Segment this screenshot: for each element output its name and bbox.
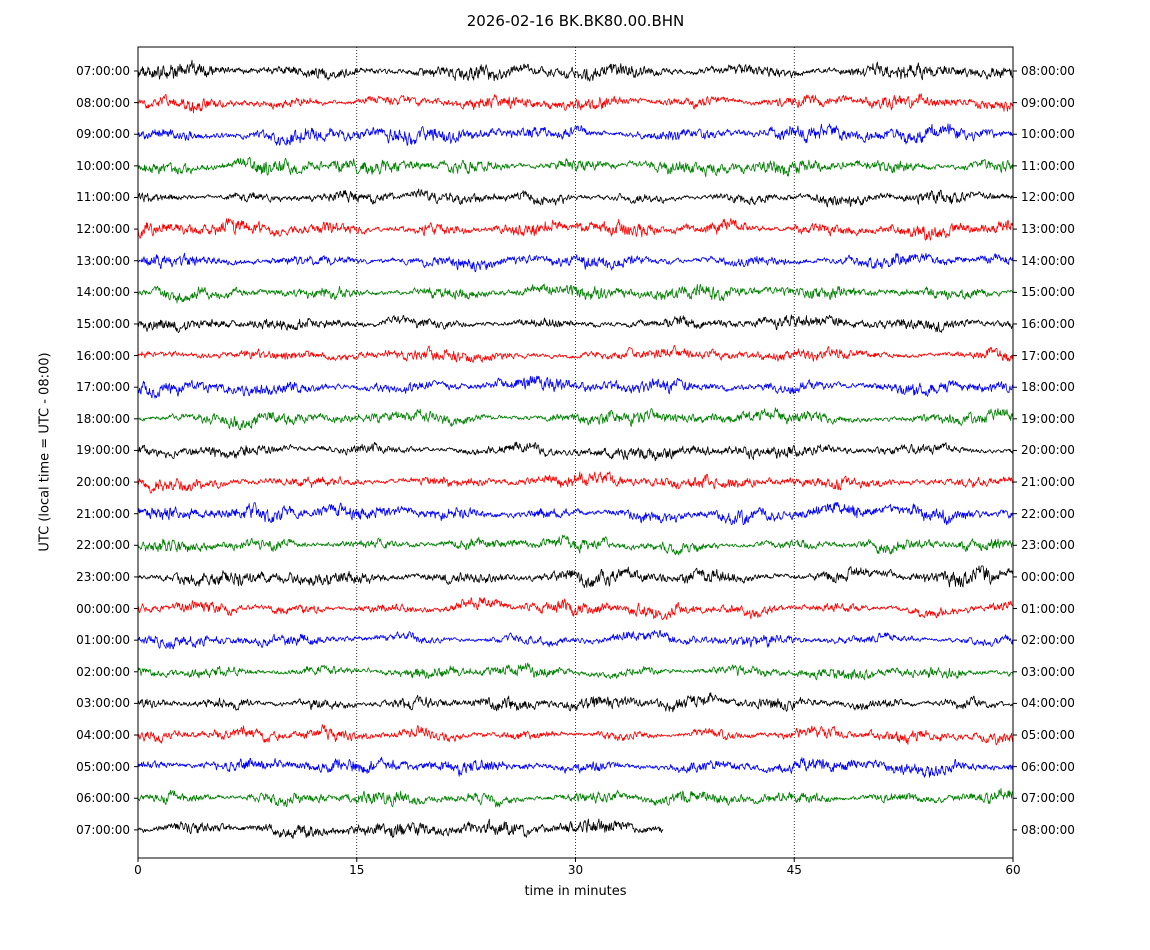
left-tick-label: 20:00:00 [76, 475, 130, 490]
left-tick-label: 09:00:00 [76, 127, 130, 142]
seismogram-trace [137, 375, 1014, 399]
left-tick-label: 07:00:00 [76, 822, 130, 837]
left-tick-label: 04:00:00 [76, 728, 130, 743]
seismogram-trace [137, 59, 1014, 82]
left-tick-label: 01:00:00 [76, 633, 130, 648]
seismogram-trace [137, 597, 1014, 620]
left-tick-label: 17:00:00 [76, 380, 130, 395]
left-tick-label: 15:00:00 [76, 316, 130, 331]
seismogram-trace [137, 156, 1014, 178]
left-tick-label: 10:00:00 [76, 158, 130, 173]
x-tick-label: 60 [1005, 863, 1021, 877]
seismogram-trace [137, 662, 1014, 681]
right-tick-label: 23:00:00 [1021, 538, 1075, 553]
right-tick-label: 19:00:00 [1021, 411, 1075, 426]
left-tick-label: 06:00:00 [76, 791, 130, 806]
right-tick-label: 13:00:00 [1021, 222, 1075, 237]
left-tick-label: 23:00:00 [76, 569, 130, 584]
seismogram-trace [137, 407, 1014, 431]
left-tick-label: 12:00:00 [76, 222, 130, 237]
seismogram-trace [137, 345, 1014, 363]
x-tick-label: 15 [349, 863, 365, 877]
right-tick-label: 01:00:00 [1021, 601, 1075, 616]
right-tick-label: 08:00:00 [1021, 822, 1075, 837]
right-tick-label: 17:00:00 [1021, 348, 1075, 363]
seismogram-trace [137, 502, 1014, 526]
seismogram-trace [137, 818, 664, 839]
right-tick-label: 22:00:00 [1021, 506, 1075, 521]
left-tick-label: 14:00:00 [76, 285, 130, 300]
right-tick-label: 03:00:00 [1021, 664, 1075, 679]
seismogram-trace [137, 93, 1014, 114]
left-tick-label: 18:00:00 [76, 411, 130, 426]
seismogram-trace [137, 441, 1014, 462]
left-tick-label: 00:00:00 [76, 601, 130, 616]
right-tick-label: 00:00:00 [1021, 569, 1075, 584]
x-tick-label: 45 [786, 863, 802, 877]
right-tick-label: 18:00:00 [1021, 380, 1075, 395]
seismogram-trace [137, 123, 1014, 146]
left-tick-label: 21:00:00 [76, 506, 130, 521]
seismogram-trace [137, 724, 1014, 746]
chart-title: 2026-02-16 BK.BK80.00.BHN [466, 12, 685, 30]
right-tick-label: 02:00:00 [1021, 633, 1075, 648]
seismogram-trace [137, 314, 1014, 334]
seismogram-trace [137, 218, 1014, 241]
left-tick-label: 13:00:00 [76, 253, 130, 268]
seismogram-trace [137, 252, 1014, 273]
x-tick-label: 0 [134, 863, 142, 877]
right-tick-label: 08:00:00 [1021, 64, 1075, 78]
left-tick-label: 22:00:00 [76, 538, 130, 553]
seismogram-trace [137, 788, 1014, 808]
left-tick-label: 11:00:00 [76, 190, 130, 205]
left-tick-label: 07:00:00 [76, 64, 130, 78]
seismogram-trace [137, 756, 1014, 778]
left-tick-label: 08:00:00 [76, 95, 130, 110]
right-tick-label: 04:00:00 [1021, 696, 1075, 711]
left-tick-label: 02:00:00 [76, 664, 130, 679]
plot-area [134, 46, 1017, 862]
right-tick-label: 12:00:00 [1021, 190, 1075, 205]
right-tick-label: 05:00:00 [1021, 728, 1075, 743]
seismogram-trace [137, 534, 1014, 556]
right-tick-label: 14:00:00 [1021, 253, 1075, 268]
seismogram-trace [137, 283, 1014, 304]
seismogram-trace [137, 188, 1014, 208]
seismogram-trace [137, 565, 1014, 589]
right-tick-label: 15:00:00 [1021, 285, 1075, 300]
right-tick-label: 07:00:00 [1021, 791, 1075, 806]
left-tick-label: 05:00:00 [76, 759, 130, 774]
right-tick-label: 09:00:00 [1021, 95, 1075, 110]
right-tick-label: 21:00:00 [1021, 475, 1075, 490]
x-axis-label: time in minutes [524, 884, 627, 899]
right-tick-label: 20:00:00 [1021, 443, 1075, 458]
x-tick-label: 30 [567, 863, 584, 877]
right-tick-label: 10:00:00 [1021, 127, 1075, 142]
right-tick-label: 06:00:00 [1021, 759, 1075, 774]
right-tick-label: 16:00:00 [1021, 316, 1075, 331]
left-tick-label: 03:00:00 [76, 696, 130, 711]
seismogram-trace [137, 692, 1014, 713]
plot-frame [137, 46, 1014, 859]
left-tick-label: 19:00:00 [76, 443, 130, 458]
seismogram-trace [137, 629, 1014, 650]
left-tick-label: 16:00:00 [76, 348, 130, 363]
seismogram-trace [137, 471, 1014, 494]
right-tick-label: 11:00:00 [1021, 158, 1075, 173]
